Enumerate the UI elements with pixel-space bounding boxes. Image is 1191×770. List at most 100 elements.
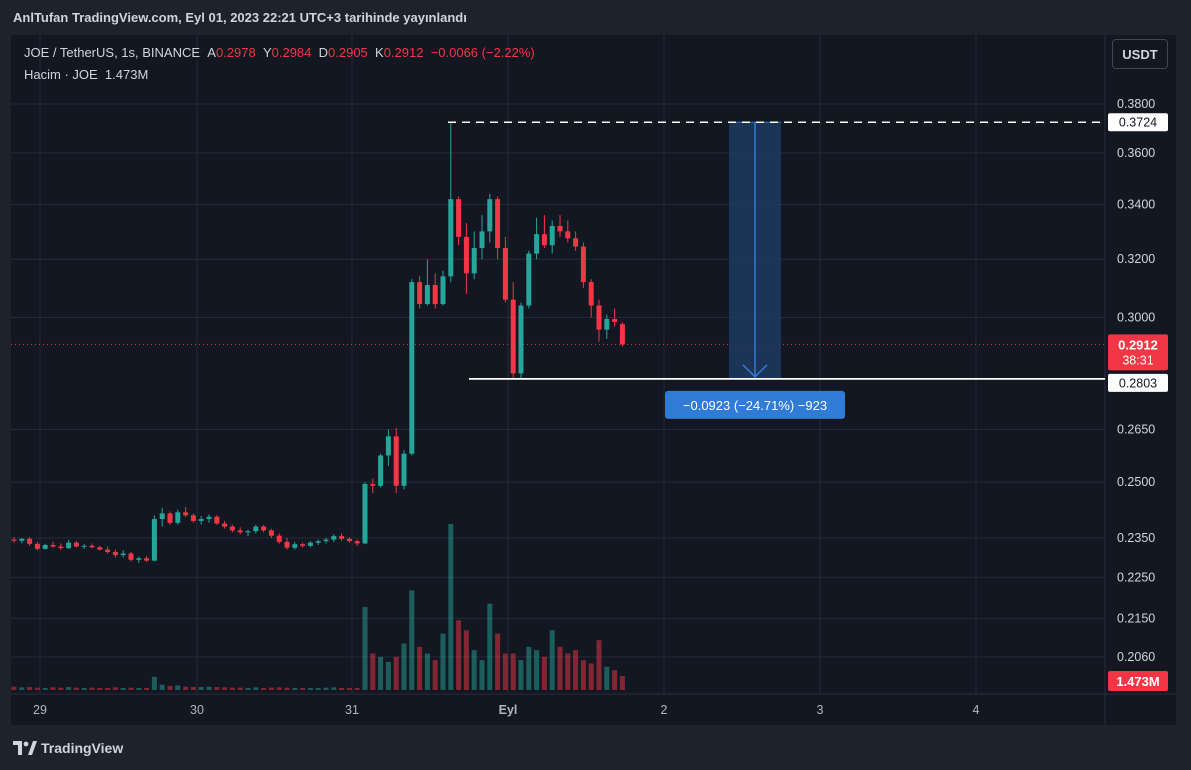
volume-bar (34, 687, 40, 690)
open-label: A (207, 45, 216, 60)
volume-bar (432, 660, 438, 690)
candle-body (385, 436, 391, 456)
volume-value: 1.473M (104, 67, 149, 82)
volume-bar (424, 653, 430, 690)
volume-bar (276, 687, 282, 690)
volume-bar (105, 688, 111, 690)
volume-bar (565, 653, 571, 690)
volume-bar (612, 670, 618, 690)
volume-bar (495, 633, 501, 690)
candle-body (222, 523, 228, 527)
candle-body (463, 236, 469, 274)
volume-bar (448, 524, 454, 690)
last-price-tag-box (1108, 334, 1168, 371)
y-tick-label: 0.3800 (1117, 97, 1155, 111)
volume-bar (284, 687, 290, 690)
volume-bar (541, 656, 547, 690)
x-tick-label: 29 (33, 703, 47, 717)
volume-bar (526, 646, 532, 690)
volume-bar (229, 687, 235, 690)
chart-area[interactable] (11, 35, 1176, 725)
candle-body (331, 536, 337, 540)
candle-body (510, 299, 516, 374)
volume-bar (323, 687, 329, 690)
volume-bar (440, 633, 446, 690)
volume-label[interactable]: Hacim · JOE (24, 67, 98, 82)
x-tick-label: Eyl (499, 703, 518, 717)
candle-body (557, 225, 563, 232)
volume-bar (409, 590, 415, 690)
candle-body (323, 539, 329, 542)
currency-button[interactable]: USDT (1112, 39, 1168, 69)
candle-body (253, 526, 259, 532)
candle-body (128, 553, 134, 560)
candle-body (526, 253, 532, 306)
high-line-price-label: 0.3724 (1119, 116, 1157, 130)
volume-bar (159, 684, 165, 690)
candle-body (619, 324, 625, 345)
volume-bar (479, 660, 485, 690)
volume-bar (502, 653, 508, 690)
volume-bar (120, 688, 126, 690)
y-tick-label: 0.3200 (1117, 252, 1155, 266)
volume-bar (471, 650, 477, 690)
y-tick-label: 0.2650 (1117, 423, 1155, 437)
y-tick-label: 0.2350 (1117, 531, 1155, 545)
candle-body (495, 199, 501, 248)
candle-body (183, 512, 189, 516)
volume-bar (588, 663, 594, 690)
candle-body (175, 512, 181, 523)
volume-bar (518, 660, 524, 690)
tradingview-icon (13, 741, 37, 755)
volume-bar (549, 630, 555, 690)
candle-body (19, 538, 25, 541)
high-line-price-label-box (1108, 113, 1168, 132)
candle-body (190, 515, 196, 521)
volume-bar (58, 687, 64, 690)
low-label: D (318, 45, 329, 60)
y-tick-label: 0.2060 (1117, 650, 1155, 664)
y-tick-label: 0.3400 (1117, 197, 1155, 211)
tradingview-logo[interactable]: TradingView (13, 740, 123, 756)
volume-bar (81, 688, 87, 690)
candle-body (276, 535, 282, 542)
y-tick-label: 0.2150 (1117, 611, 1155, 625)
volume-legend: Hacim · JOE 1.473M (24, 67, 148, 82)
volume-bar (596, 640, 602, 690)
volume-bar (73, 687, 79, 690)
close-value: 0.2912 (383, 45, 424, 60)
volume-bar (183, 686, 189, 690)
high-value: 0.2984 (271, 45, 312, 60)
candle-body (580, 246, 586, 283)
candle-body (346, 538, 352, 542)
low-line-price-label: 0.2803 (1119, 376, 1157, 390)
volume-bar (487, 603, 493, 690)
volume-bar (307, 688, 313, 690)
y-tick-label: 0.3000 (1117, 310, 1155, 324)
volume-bar (378, 656, 384, 690)
candle-body (424, 284, 430, 305)
symbol-label[interactable]: JOE / TetherUS, 1s, BINANCE (24, 45, 201, 60)
candle-body (58, 546, 64, 549)
volume-bar (245, 688, 251, 690)
volume-bar (292, 688, 298, 690)
volume-bar (50, 687, 56, 690)
candle-body (81, 545, 87, 547)
candle-body (261, 526, 267, 531)
volume-bar (11, 686, 17, 690)
candle-body (237, 530, 243, 533)
volume-bar (619, 676, 625, 690)
volume-bar (167, 686, 173, 690)
volume-bar (175, 685, 181, 690)
candle-body (362, 483, 368, 544)
x-tick-label: 31 (345, 703, 359, 717)
candle-body (167, 513, 173, 523)
volume-bar (339, 688, 345, 690)
volume-bar (144, 688, 150, 690)
last-price-label: 0.2912 (1118, 337, 1158, 352)
volume-bar (136, 688, 142, 690)
candle-body (448, 199, 454, 277)
volume-bar (27, 687, 33, 690)
volume-bar (190, 687, 196, 690)
